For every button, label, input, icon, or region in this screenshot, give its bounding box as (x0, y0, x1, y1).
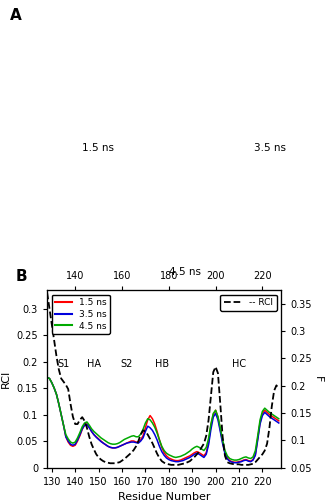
3.5 ns (267, 414, 271, 420)
RCI (267, 425, 271, 431)
4.5 ns (267, 410, 271, 416)
Line: 4.5 ns: 4.5 ns (47, 378, 279, 460)
RCI (186, 459, 189, 465)
1.5 ns (45, 374, 49, 380)
Legend: -- RCI: -- RCI (220, 294, 277, 310)
Text: 1.5 ns: 1.5 ns (82, 143, 113, 153)
RCI (169, 462, 173, 468)
3.5 ns (99, 438, 103, 444)
RCI (99, 456, 103, 462)
Line: 1.5 ns: 1.5 ns (47, 378, 279, 462)
RCI (260, 452, 264, 458)
1.5 ns (183, 455, 187, 461)
Text: HB: HB (155, 360, 169, 370)
4.5 ns (99, 435, 103, 441)
1.5 ns (277, 418, 281, 424)
Line: 3.5 ns: 3.5 ns (47, 378, 279, 462)
3.5 ns (277, 420, 281, 426)
RCI (164, 461, 168, 467)
4.5 ns (232, 457, 236, 463)
Text: A: A (10, 8, 21, 24)
X-axis label: Residue Number: Residue Number (118, 492, 210, 500)
RCI (277, 386, 281, 392)
RCI (45, 290, 49, 296)
Y-axis label: F: F (313, 376, 323, 382)
3.5 ns (90, 428, 94, 434)
RCI (90, 441, 94, 447)
Text: HA: HA (87, 360, 101, 370)
3.5 ns (45, 374, 49, 380)
4.5 ns (45, 374, 49, 380)
1.5 ns (164, 453, 168, 459)
Text: 3.5 ns: 3.5 ns (254, 143, 286, 153)
Text: 4.5 ns: 4.5 ns (169, 267, 201, 277)
Text: B: B (16, 268, 27, 283)
3.5 ns (164, 455, 168, 461)
1.5 ns (260, 410, 264, 416)
3.5 ns (183, 456, 187, 462)
4.5 ns (164, 450, 168, 456)
Text: HC: HC (232, 360, 246, 370)
1.5 ns (232, 459, 236, 465)
1.5 ns (267, 412, 271, 418)
3.5 ns (232, 460, 236, 466)
Text: S1: S1 (58, 360, 70, 370)
1.5 ns (90, 428, 94, 434)
Line: RCI: RCI (47, 292, 279, 465)
4.5 ns (183, 452, 187, 458)
Text: S2: S2 (121, 360, 133, 370)
4.5 ns (90, 426, 94, 432)
3.5 ns (260, 412, 264, 418)
1.5 ns (99, 438, 103, 444)
4.5 ns (260, 408, 264, 414)
4.5 ns (277, 416, 281, 422)
Y-axis label: RCI: RCI (1, 370, 11, 388)
